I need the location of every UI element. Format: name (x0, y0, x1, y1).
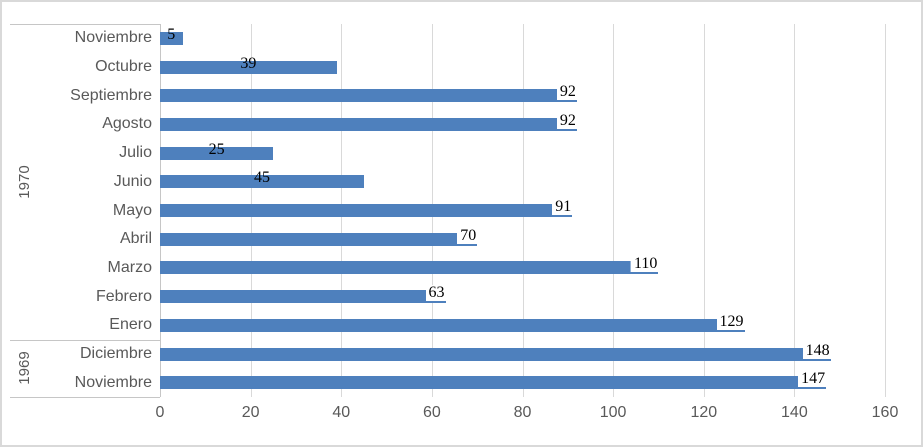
gridline (885, 24, 886, 397)
x-tick-label: 160 (871, 404, 899, 421)
month-label: Diciembre (79, 345, 152, 362)
x-tick-label: 20 (241, 404, 260, 421)
data-label: 129 (716, 313, 747, 330)
x-tick-label: 60 (422, 404, 441, 421)
bar-mayo-1970 (160, 204, 573, 217)
month-label: Mayo (112, 201, 152, 219)
bar-julio-1970 (160, 146, 274, 160)
data-label: 25 (208, 140, 225, 158)
data-label: 147 (798, 371, 829, 388)
x-tick-label: 120 (690, 404, 718, 421)
gridline (703, 24, 705, 397)
month-label: Noviembre (74, 373, 152, 391)
month-label: Marzo (107, 258, 152, 276)
bar-febrero-1970 (160, 290, 446, 304)
x-tick-label: 0 (155, 404, 165, 421)
month-label: Febrero (95, 287, 152, 305)
group-divider-line (10, 339, 160, 341)
data-label: 110 (630, 256, 661, 273)
bar-noviembre-1970 (160, 31, 183, 45)
data-label: 92 (556, 112, 579, 129)
gridline (613, 24, 615, 397)
month-label: Noviembre (74, 29, 152, 47)
gridline (794, 24, 796, 397)
group-divider-line (10, 397, 160, 398)
data-label: 45 (254, 169, 270, 187)
data-label: 148 (802, 342, 833, 359)
x-tick-label: 80 (513, 404, 532, 421)
month-label: Octubre (95, 58, 152, 75)
month-label: Junio (113, 172, 152, 190)
x-tick-label: 40 (332, 404, 351, 421)
data-label: 92 (556, 84, 579, 101)
bar-abril-1970 (160, 232, 478, 246)
bar-diciembre-1969 (160, 347, 831, 361)
bar-junio-1970 (160, 175, 364, 189)
month-label: Enero (109, 316, 152, 334)
data-label: 91 (552, 199, 575, 215)
bar-enero-1970 (160, 318, 745, 332)
month-label: Julio (119, 144, 152, 162)
data-label: 5 (167, 25, 176, 43)
x-tick-label: 140 (781, 404, 808, 421)
data-label: 39 (240, 54, 257, 72)
bar-noviembre-1969 (160, 376, 827, 390)
x-tick-label: 100 (599, 404, 627, 421)
month-label: Septiembre (70, 86, 152, 104)
data-label: 63 (425, 285, 448, 302)
category-area-top-line (10, 24, 160, 25)
bar-agosto-1970 (160, 117, 577, 131)
month-label: Agosto (102, 115, 152, 133)
bar-septiembre-1970 (160, 89, 577, 103)
data-label: 70 (457, 227, 480, 244)
bar-octubre-1970 (160, 60, 337, 74)
bar-marzo-1970 (160, 261, 659, 275)
month-label: Abril (119, 230, 152, 248)
